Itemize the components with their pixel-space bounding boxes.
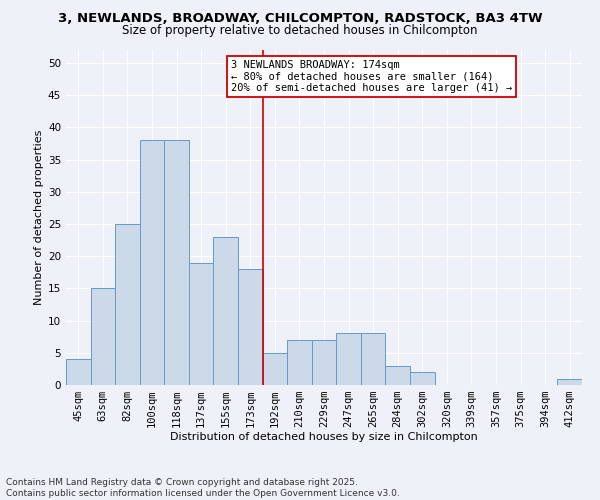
Bar	[140, 140, 164, 385]
Bar	[263, 353, 287, 385]
Y-axis label: Number of detached properties: Number of detached properties	[34, 130, 44, 305]
Bar	[214, 237, 238, 385]
Bar	[410, 372, 434, 385]
Bar	[115, 224, 140, 385]
Text: Contains HM Land Registry data © Crown copyright and database right 2025.
Contai: Contains HM Land Registry data © Crown c…	[6, 478, 400, 498]
Bar	[189, 262, 214, 385]
Bar	[91, 288, 115, 385]
Text: 3, NEWLANDS, BROADWAY, CHILCOMPTON, RADSTOCK, BA3 4TW: 3, NEWLANDS, BROADWAY, CHILCOMPTON, RADS…	[58, 12, 542, 26]
Text: Size of property relative to detached houses in Chilcompton: Size of property relative to detached ho…	[122, 24, 478, 37]
Bar	[557, 378, 582, 385]
Bar	[361, 334, 385, 385]
Text: 3 NEWLANDS BROADWAY: 174sqm
← 80% of detached houses are smaller (164)
20% of se: 3 NEWLANDS BROADWAY: 174sqm ← 80% of det…	[231, 60, 512, 93]
Bar	[164, 140, 189, 385]
Bar	[312, 340, 336, 385]
Bar	[287, 340, 312, 385]
X-axis label: Distribution of detached houses by size in Chilcompton: Distribution of detached houses by size …	[170, 432, 478, 442]
Bar	[385, 366, 410, 385]
Bar	[238, 269, 263, 385]
Bar	[336, 334, 361, 385]
Bar	[66, 359, 91, 385]
